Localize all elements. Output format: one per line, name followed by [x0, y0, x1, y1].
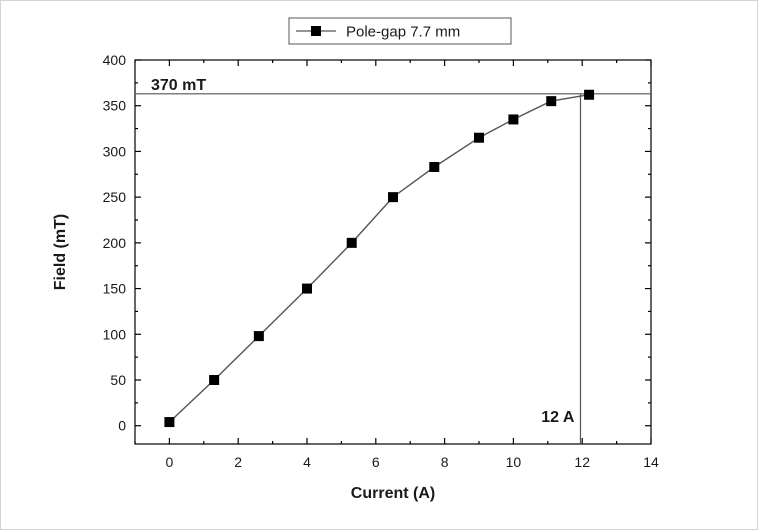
- y-tick-label: 50: [110, 372, 126, 388]
- x-tick-label: 0: [166, 454, 174, 470]
- x-axis: 0 2 4 6 8 10 12 14: [134, 60, 659, 470]
- y-tick-label: 400: [103, 52, 127, 68]
- legend: Pole-gap 7.7 mm: [288, 17, 512, 45]
- x-tick-label: 10: [506, 454, 522, 470]
- data-point: [474, 132, 484, 143]
- x-tick-label: 8: [441, 454, 449, 470]
- x-tick-label: 4: [303, 454, 311, 470]
- y-tick-label: 300: [103, 143, 127, 159]
- current-limit-label: 12 A: [541, 409, 575, 426]
- legend-label: Pole-gap 7.7 mm: [346, 24, 460, 41]
- x-tick-label: 2: [234, 454, 242, 470]
- plot-area-frame: [134, 59, 652, 445]
- data-point: [302, 283, 312, 294]
- y-tick-label: 350: [103, 98, 127, 114]
- y-tick-label: 200: [103, 235, 127, 251]
- data-point: [429, 161, 440, 172]
- y-axis: 0 50 100 150 200 250 300 350 400: [103, 52, 651, 434]
- y-axis-title: Field (mT): [52, 214, 69, 290]
- data-point: [388, 192, 398, 203]
- x-tick-label: 14: [643, 454, 659, 470]
- data-point: [546, 96, 557, 107]
- y-tick-label: 250: [103, 189, 127, 205]
- legend-marker: [311, 26, 321, 36]
- data-point: [253, 331, 264, 342]
- x-tick-label: 12: [574, 454, 590, 470]
- y-tick-label: 100: [103, 326, 127, 342]
- y-tick-label: 0: [118, 418, 126, 434]
- data-point: [584, 89, 595, 100]
- data-point: [209, 375, 220, 385]
- x-axis-title: Current (A): [351, 485, 435, 502]
- series-line: [168, 94, 590, 423]
- data-point: [346, 237, 357, 248]
- series-points: [164, 89, 595, 428]
- y-tick-label: 150: [103, 281, 127, 297]
- field-limit-label: 370 mT: [151, 77, 206, 94]
- x-tick-label: 6: [372, 454, 380, 470]
- data-point: [508, 114, 519, 125]
- data-point: [164, 417, 175, 428]
